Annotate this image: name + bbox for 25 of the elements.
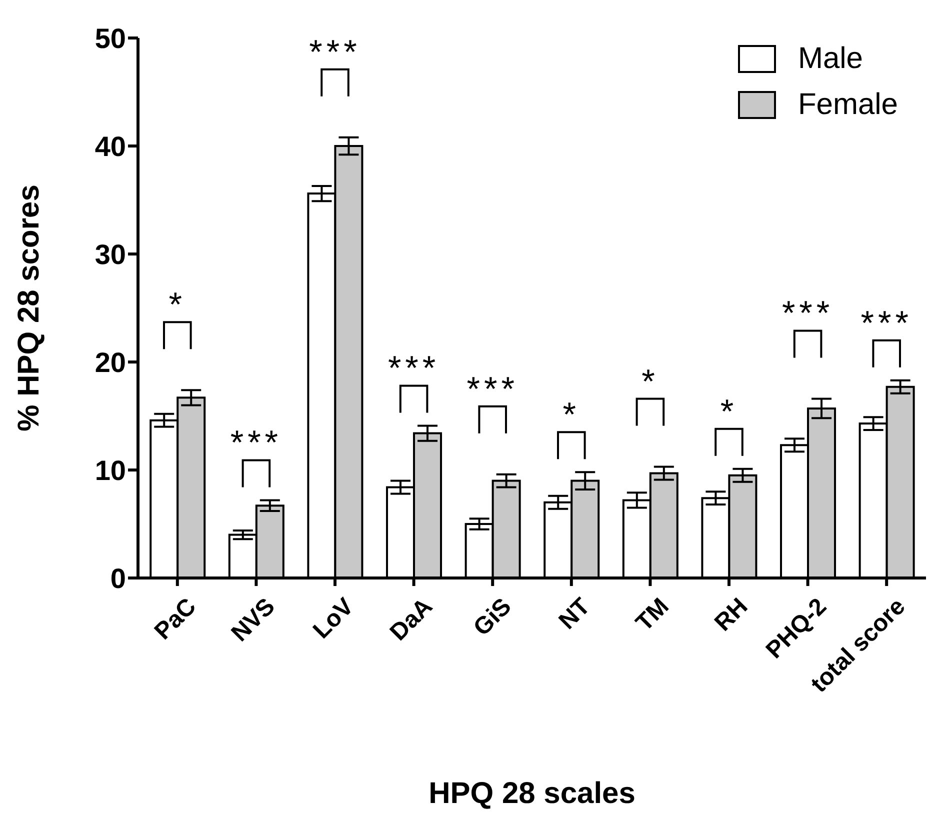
x-tick-label: TM (630, 593, 674, 637)
annotation: *** (782, 294, 834, 333)
x-tick-label: RH (710, 593, 754, 637)
annotation: * (562, 396, 580, 434)
x-tick-label: NT (554, 592, 596, 635)
y-tick-label: 50 (94, 22, 126, 54)
legend-label: Male (798, 42, 863, 76)
y-tick-label: 20 (94, 346, 126, 378)
annotation: * (720, 392, 738, 431)
y-tick-label: 40 (94, 130, 126, 162)
annotation: * (642, 362, 659, 401)
annotation: *** (230, 424, 282, 462)
annotation: *** (860, 304, 912, 342)
x-tick-label: DaA (384, 593, 438, 646)
y-tick-label: 30 (94, 238, 126, 270)
annotation: *** (309, 33, 361, 72)
y-tick-label: 0 (110, 562, 126, 594)
annotation: *** (388, 350, 440, 388)
annotation: *** (466, 370, 518, 408)
legend-label: Female (798, 88, 898, 122)
y-tick-label: 10 (94, 454, 126, 486)
x-axis-title: HPQ 28 scales (428, 777, 636, 810)
y-axis-title: % HPQ 28 scores (12, 184, 46, 432)
x-tick-label: GiS (468, 593, 517, 642)
annotation: * (168, 286, 186, 324)
